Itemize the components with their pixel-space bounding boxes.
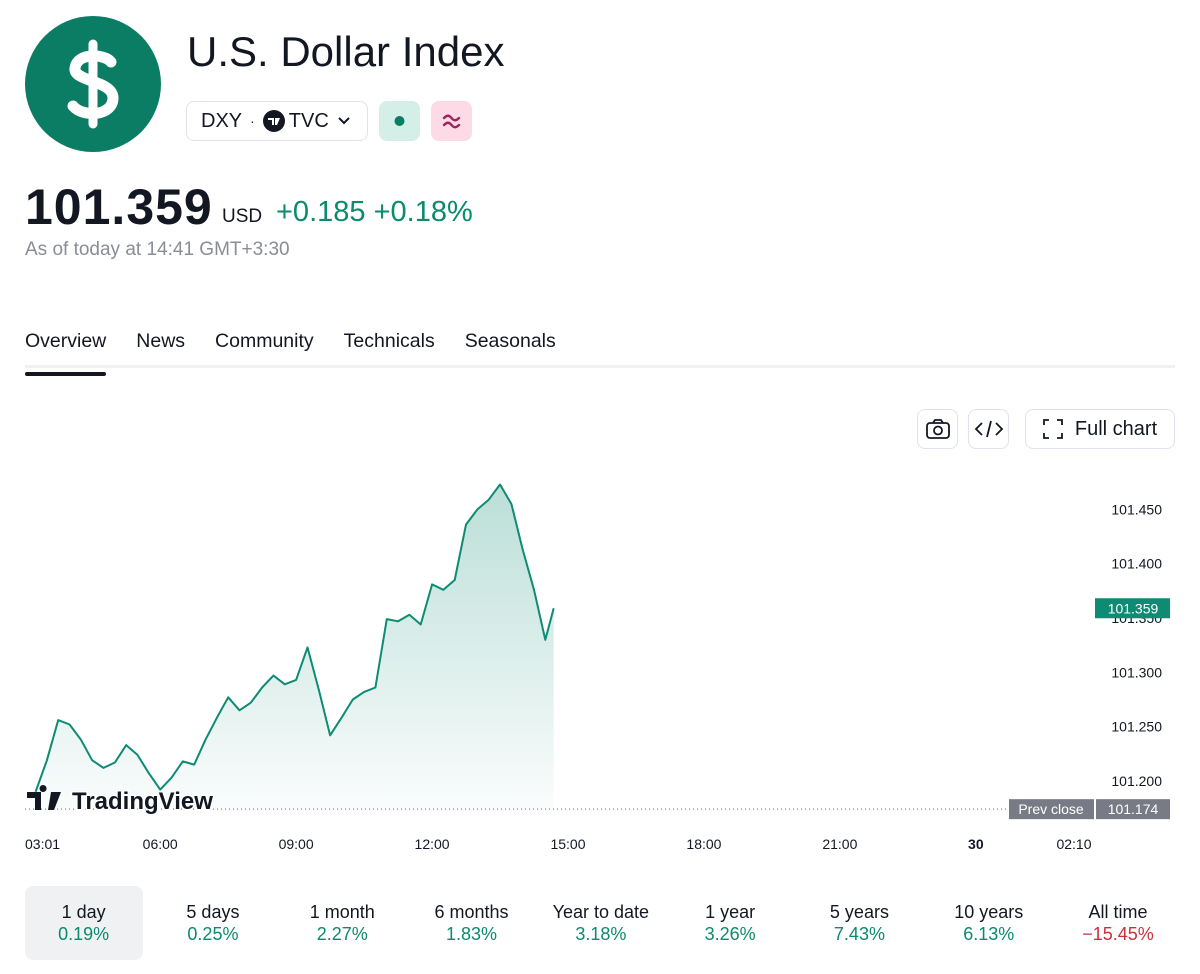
y-tick-label: 101.300 <box>1111 664 1162 680</box>
approx-icon <box>442 114 461 129</box>
period[interactable]: 5 days 0.25% <box>148 886 277 960</box>
period-label: All time <box>1088 902 1148 922</box>
x-tick-label: 21:00 <box>822 836 857 852</box>
code-icon <box>974 420 1003 438</box>
x-tick-label: 02:10 <box>1056 836 1091 852</box>
title: U.S. Dollar Index <box>187 28 505 75</box>
change: +0.185 <box>276 196 366 228</box>
full-chart-label: Full chart <box>1074 417 1158 440</box>
period-label: 1 year <box>705 902 756 922</box>
currency: USD <box>222 206 263 227</box>
tab-divider <box>25 365 1175 368</box>
tab[interactable]: Community <box>215 330 314 352</box>
as-of: As of today at 14:41 GMT+3:30 <box>25 239 290 260</box>
price: 101.359 <box>25 179 213 235</box>
period-label: 6 months <box>434 902 509 922</box>
exchange-icon <box>262 110 285 132</box>
period-label: 1 day <box>61 902 106 922</box>
watermark-text: TradingView <box>72 788 213 815</box>
full-chart-button[interactable]: Full chart <box>1025 409 1175 449</box>
chart: 101.200101.250101.300101.350101.400101.4… <box>25 483 1170 852</box>
period-label: 10 years <box>954 902 1024 922</box>
watermark: TradingView <box>27 785 215 817</box>
expand-icon <box>1042 419 1063 439</box>
period-label: Year to date <box>552 902 650 922</box>
dot-icon <box>394 116 405 126</box>
period[interactable]: 10 years 6.13% <box>924 886 1053 960</box>
period[interactable]: All time −15.45% <box>1053 886 1182 960</box>
prev-close-label: Prev close <box>1018 801 1084 817</box>
period-change: 2.27% <box>316 924 368 944</box>
period-label: 5 years <box>829 902 889 922</box>
x-tick-label: 03:01 <box>25 836 60 852</box>
y-tick-label: 101.250 <box>1111 719 1162 735</box>
y-tick-label: 101.400 <box>1111 556 1162 572</box>
period-change: 6.13% <box>963 924 1015 944</box>
period[interactable]: 1 month 2.27% <box>278 886 407 960</box>
period[interactable]: 1 day 0.19% <box>19 886 148 960</box>
period-change: 0.19% <box>58 924 110 944</box>
last-price-label: 101.359 <box>1108 600 1159 616</box>
last-price-badge <box>1095 598 1170 619</box>
prev-close-badge <box>1009 799 1094 820</box>
snapshot-button[interactable] <box>917 409 958 449</box>
period[interactable]: 6 months 1.83% <box>407 886 536 960</box>
prev-close-value: 101.174 <box>1108 801 1159 817</box>
x-tick-label: 18:00 <box>686 836 721 852</box>
x-tick-label: 06:00 <box>143 836 178 852</box>
chevron <box>338 117 350 125</box>
period-change: 3.26% <box>704 924 756 944</box>
watermark-logo <box>27 785 61 810</box>
period-label: 5 days <box>186 902 240 922</box>
period-label: 1 month <box>309 902 375 922</box>
prev-close-value-badge <box>1096 799 1170 820</box>
approx-button[interactable] <box>431 101 472 141</box>
x-tick-label: 30 <box>968 836 984 852</box>
tab[interactable]: Technicals <box>343 330 435 352</box>
status-button[interactable] <box>379 101 420 141</box>
tab[interactable]: News <box>136 330 186 352</box>
y-tick-label: 101.200 <box>1111 773 1162 789</box>
period-change: −15.45% <box>1082 924 1154 944</box>
line <box>34 483 555 793</box>
period[interactable]: Year to date 3.18% <box>536 886 665 960</box>
selected-bg <box>24 886 143 960</box>
tab[interactable]: Overview <box>25 330 107 376</box>
period[interactable]: 1 year 3.26% <box>666 886 795 960</box>
embed-button[interactable] <box>968 409 1009 449</box>
exchange: TVC <box>288 109 329 132</box>
period-change: 1.83% <box>446 924 498 944</box>
camera-icon <box>925 419 950 439</box>
x-tick-label: 09:00 <box>279 836 314 852</box>
y-tick-label: 101.450 <box>1111 501 1162 517</box>
symbol-selector[interactable]: DXY · TVC <box>186 101 368 141</box>
period[interactable]: 5 years 7.43% <box>795 886 924 960</box>
tabs: Overview News Community Technicals Seasonals <box>25 330 556 376</box>
separator: · <box>250 113 255 129</box>
symbol: DXY <box>201 109 243 132</box>
tab[interactable]: Seasonals <box>464 330 556 352</box>
period-change: 0.25% <box>187 924 239 944</box>
area <box>35 484 554 811</box>
price-change: +0.185 +0.18% <box>276 196 473 229</box>
x-tick-label: 12:00 <box>415 836 450 852</box>
period-change: 3.18% <box>575 924 627 944</box>
change-percent: +0.18% <box>373 196 473 228</box>
period-change: 7.43% <box>833 924 885 944</box>
x-tick-label: 15:00 <box>550 836 585 852</box>
logo <box>25 16 161 152</box>
